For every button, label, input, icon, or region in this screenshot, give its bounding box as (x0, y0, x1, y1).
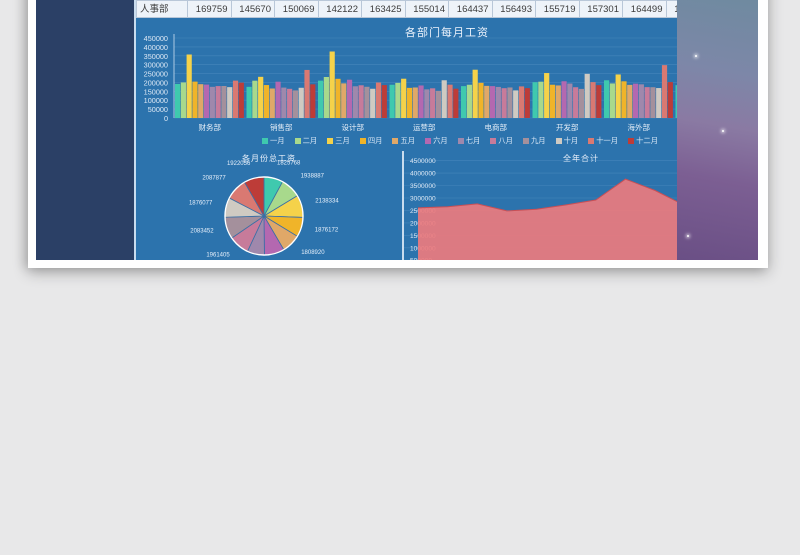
svg-text:100000: 100000 (144, 96, 168, 105)
svg-text:销售部: 销售部 (270, 122, 293, 132)
svg-text:150000: 150000 (144, 87, 168, 96)
svg-text:开发部: 开发部 (556, 122, 579, 132)
svg-text:300000: 300000 (144, 61, 168, 70)
svg-text:2087877: 2087877 (202, 175, 226, 181)
svg-text:3000000: 3000000 (410, 196, 436, 203)
svg-text:1876172: 1876172 (315, 227, 339, 233)
svg-text:2083452: 2083452 (190, 229, 214, 235)
svg-text:1825768: 1825768 (277, 161, 301, 167)
svg-text:1922056: 1922056 (227, 161, 251, 167)
svg-text:350000: 350000 (144, 52, 168, 61)
svg-text:1876077: 1876077 (189, 200, 213, 206)
svg-text:4000000: 4000000 (410, 171, 436, 178)
svg-text:450000: 450000 (144, 34, 168, 43)
svg-text:250000: 250000 (144, 70, 168, 79)
svg-text:电商部: 电商部 (485, 122, 508, 132)
svg-text:财务部: 财务部 (199, 122, 222, 132)
svg-text:200000: 200000 (144, 78, 168, 87)
svg-text:运营部: 运营部 (413, 122, 436, 132)
svg-text:1938887: 1938887 (301, 174, 325, 180)
svg-text:0: 0 (164, 114, 168, 123)
svg-text:1808920: 1808920 (301, 250, 325, 256)
svg-text:设计部: 设计部 (342, 122, 365, 132)
svg-text:海外部: 海外部 (628, 122, 651, 132)
svg-text:4500000: 4500000 (410, 158, 436, 165)
svg-text:1961405: 1961405 (206, 252, 230, 258)
svg-text:3500000: 3500000 (410, 183, 436, 190)
svg-text:50000: 50000 (148, 105, 168, 114)
svg-text:400000: 400000 (144, 43, 168, 52)
svg-text:2138334: 2138334 (315, 199, 339, 205)
